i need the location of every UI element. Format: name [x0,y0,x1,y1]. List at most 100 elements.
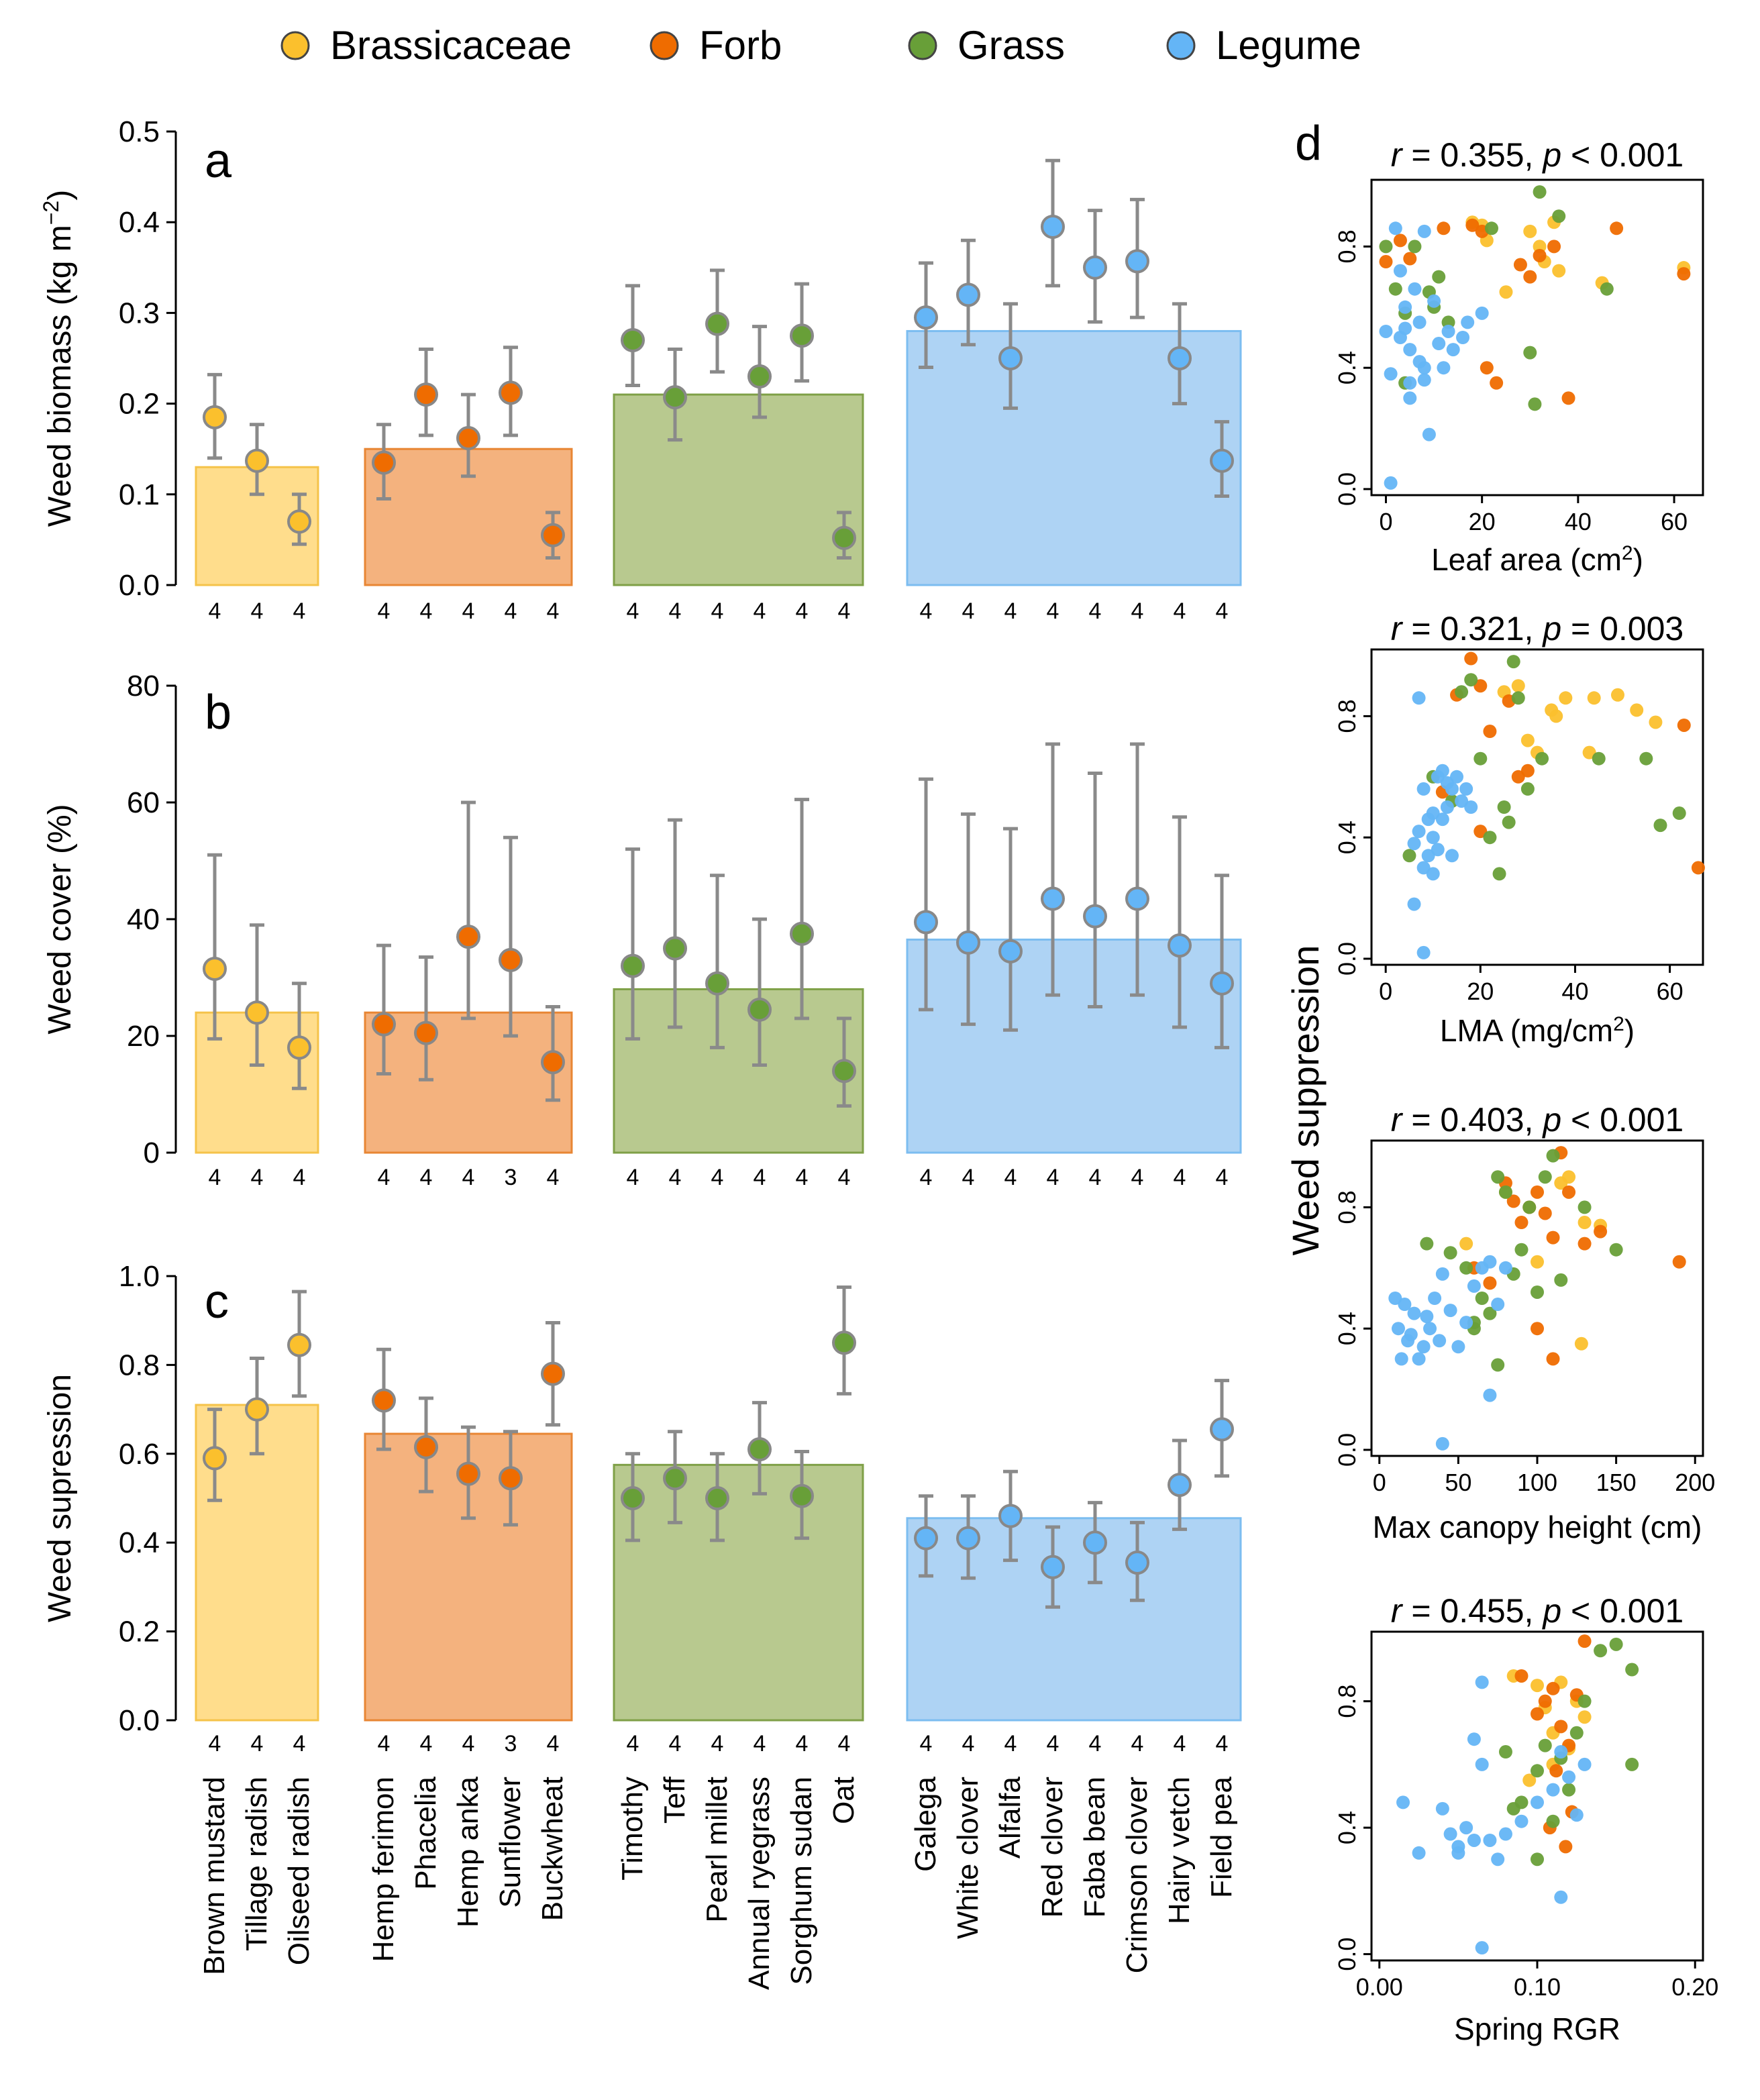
data-point [621,953,645,978]
scatter-point-forb [1554,1720,1568,1734]
data-point [499,947,523,972]
scatter-y-tick-label: 0.8 [1333,699,1361,733]
data-point [705,971,729,996]
scatter-point-forb [1483,725,1497,739]
sample-size-label: 4 [711,1731,724,1756]
scatter-x-tick-label: 60 [1661,508,1688,535]
y-tick-label: 0.5 [119,115,160,148]
scatter-point-legume [1422,427,1436,441]
y-tick-label: 0.3 [119,297,160,329]
data-point [956,930,980,955]
scatter-point-legume [1417,224,1431,238]
sample-size-label: 4 [796,1731,809,1756]
data-point [832,1330,856,1355]
scatter-point-legume [1546,1783,1560,1797]
data-point [541,1361,565,1386]
data-point [541,523,565,547]
panel-c-weed-supression: 0.0 0.2 0.4 0.6 0.8 1.0 Weed supression c 4 4 4 4 4 4… [42,1260,1242,1756]
scatter-point-legume [1483,1833,1497,1847]
sample-size-label: 4 [1216,1165,1229,1190]
y-tick-label: 0.2 [119,1616,160,1648]
scatter-x-axis-label: Spring RGR [1454,2011,1620,2046]
scatter-point-legume [1420,1310,1434,1324]
scatter-point-brassicaceae [1649,715,1663,729]
scatter-point-grass [1506,1801,1520,1816]
scatter-point-legume [1459,1316,1473,1330]
scatter-point-legume [1441,324,1455,338]
sample-size-label: 4 [209,598,221,624]
scatter-point-legume [1412,315,1427,329]
y-tick-label: 0.4 [119,206,160,239]
scatter-point-legume [1562,1770,1576,1784]
scatter-point-legume [1379,324,1393,338]
data-point [1083,904,1107,929]
data-point [245,448,269,473]
scatter-point-grass [1408,240,1422,254]
scatter-point-forb [1549,1764,1563,1778]
scatter-point-legume [1417,361,1431,375]
group-bar-legume [906,329,1242,586]
scatter-point-forb [1533,248,1547,262]
scatter-point-legume [1437,361,1451,375]
scatter-point-forb [1577,1237,1592,1251]
scatter-point-legume [1412,691,1426,705]
panel-d-scatter-plots: d Weed suppression r = 0.355, p < 0.001 0 20… [1284,117,1718,2046]
scatter-point-forb [1538,1694,1552,1708]
y-tick-label: 1.0 [119,1260,160,1293]
sample-size-label: 4 [547,1165,560,1190]
scatter-point-grass [1491,1358,1505,1372]
sample-size-label: 4 [1089,598,1102,624]
scatter-point-grass [1492,867,1506,881]
data-point [203,1446,227,1471]
data-point [414,1434,438,1459]
y-axis-label: Weed biomass (kg m−2) [39,190,78,527]
scatter-point-forb [1531,1322,1544,1336]
scatter-point-legume [1451,1340,1465,1354]
scatter-point-legume [1398,1298,1412,1312]
scatter-point-forb [1437,221,1451,235]
data-point [705,1486,729,1510]
scatter-point-grass [1531,1285,1544,1299]
data-point [372,450,396,475]
data-point [790,323,814,348]
scatter-point-legume [1475,1941,1489,1955]
sample-size-label: 4 [1047,1165,1059,1190]
scatter-point-legume [1445,782,1459,796]
y-axis-label: Weed supression [42,1374,78,1622]
scatter-point-forb [1520,764,1535,778]
scatter-frame [1370,178,1704,496]
scatter-point-legume [1467,1279,1481,1293]
scatter-point-legume [1384,367,1398,381]
scatter-point-legume [1435,764,1449,778]
scatter-point-forb [1610,221,1624,235]
data-point [287,1332,311,1357]
scatter-point-legume [1403,343,1417,357]
sample-size-label: 4 [1131,598,1144,624]
scatter-y-tick-label: 0.4 [1333,1811,1361,1844]
data-point [705,311,729,336]
scatter-y-tick-label: 0.8 [1333,229,1361,263]
scatter-point-legume [1554,1745,1568,1759]
scatter-point-legume [1417,373,1431,387]
sample-size-label: 4 [251,598,264,624]
scatter-x-tick-label: 20 [1467,978,1494,1005]
scatter-point-grass [1484,221,1498,235]
panel-letter: c [205,1275,229,1328]
scatter-point-forb [1677,267,1691,281]
data-point [456,425,480,450]
sample-size-label: 4 [420,1165,433,1190]
category-label: Sorghum sudan [785,1777,818,1985]
data-point [1041,1555,1065,1579]
scatter-point-legume [1475,1675,1489,1689]
data-point [621,1486,645,1510]
sample-size-label: 4 [754,598,766,624]
sample-size-label: 4 [627,598,639,624]
scatter-point-forb [1464,651,1478,666]
data-point [1125,886,1149,911]
data-point [1168,933,1192,958]
scatter-x-tick-label: 0 [1379,508,1392,535]
sample-size-label: 4 [1174,598,1186,624]
scatter-point-grass [1502,815,1516,829]
sample-size-label: 4 [462,598,475,624]
y-tick-label: 0.0 [119,569,160,602]
